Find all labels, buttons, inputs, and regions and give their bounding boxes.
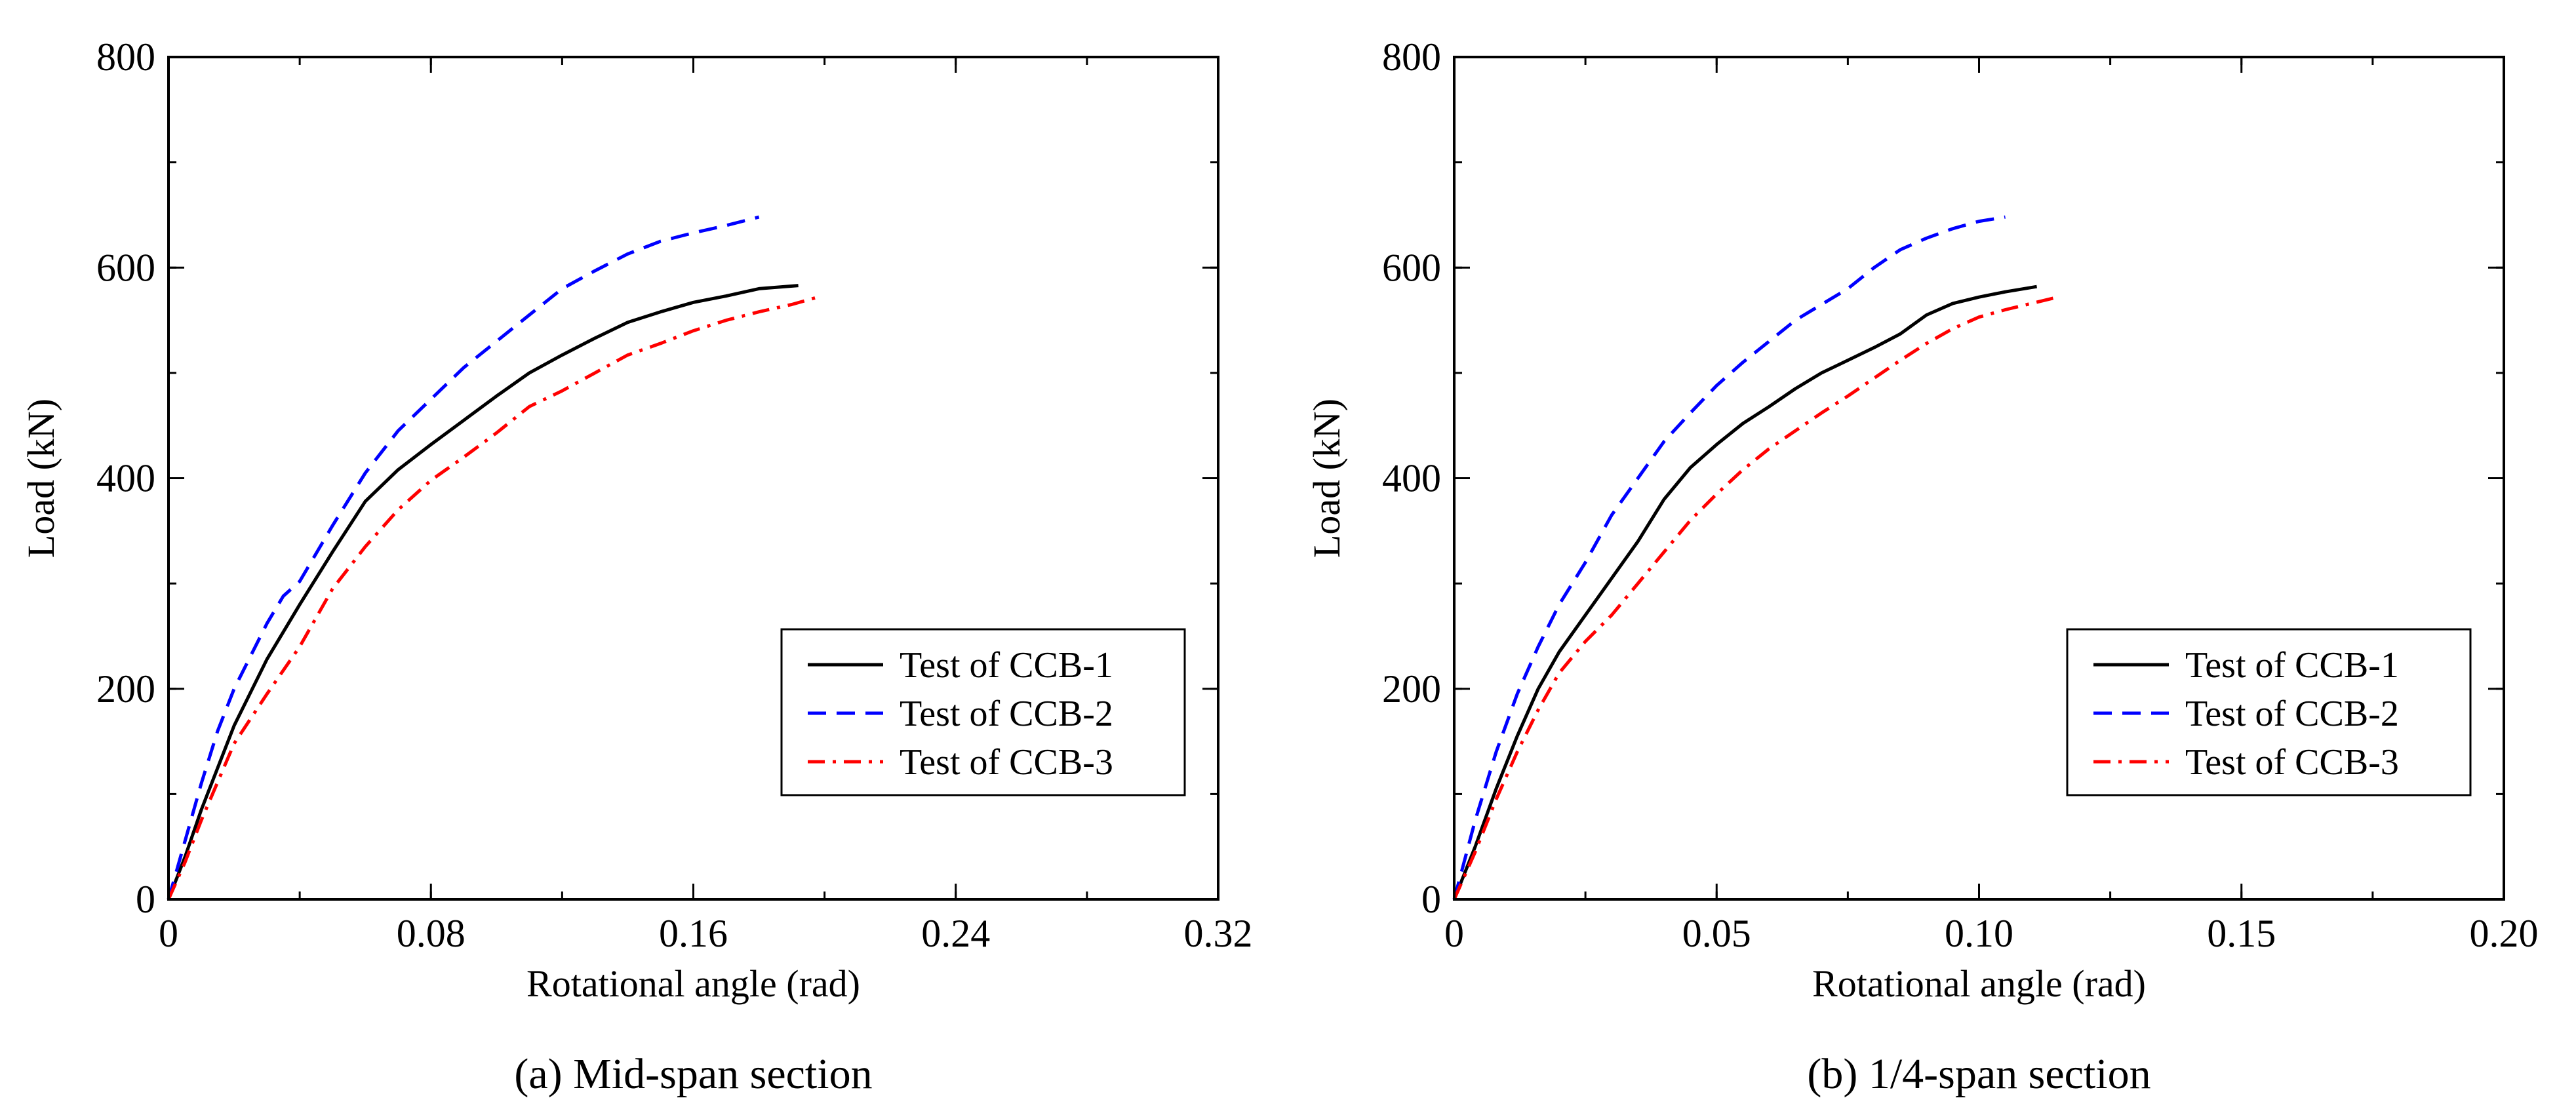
series-line <box>1452 295 2059 901</box>
series-line <box>167 284 799 900</box>
chart-caption: (b) 1/4-span section <box>1807 1050 2150 1098</box>
x-tick-label: 0.10 <box>1945 912 2013 955</box>
series-line <box>167 295 819 901</box>
y-tick-label: 600 <box>96 246 155 289</box>
x-tick-label: 0.24 <box>921 912 990 955</box>
x-tick-label: 0.15 <box>2207 912 2276 955</box>
chart-mid-span: 0 0.08 0.16 0.24 0.32 0 200 400 600 800 Rotational… <box>20 35 1253 1098</box>
x-tick-label: 0.32 <box>1184 912 1253 955</box>
x-axis-title: Rotational angle (rad) <box>1812 962 2146 1005</box>
y-tick-label: 0 <box>136 878 155 921</box>
legend-label: Test of CCB-2 <box>900 694 1113 734</box>
series-line <box>167 215 760 900</box>
plot-frame <box>167 56 1219 901</box>
chart-caption: (a) Mid-span section <box>514 1050 872 1098</box>
y-axis-title: Load (kN) <box>20 399 62 558</box>
plot-frame <box>1453 56 2505 901</box>
x-tick-label: 0.08 <box>397 912 466 955</box>
x-tick-label: 0 <box>1444 912 1464 955</box>
legend-label: Test of CCB-1 <box>2185 645 2399 686</box>
y-tick-label: 200 <box>96 667 155 711</box>
y-axis-title: Load (kN) <box>1305 399 1348 558</box>
x-tick-label: 0.05 <box>1682 912 1751 955</box>
y-tick-label: 800 <box>96 35 155 79</box>
legend-label: Test of CCB-1 <box>900 645 1113 686</box>
legend-label: Test of CCB-3 <box>900 742 1113 783</box>
legend-label: Test of CCB-3 <box>2185 742 2399 783</box>
series-line <box>1452 284 2038 900</box>
chart-quarter-span: 0 0.05 0.10 0.15 0.20 0 200 400 600 800 Rotational… <box>1305 35 2539 1098</box>
y-tick-label: 400 <box>96 457 155 500</box>
x-tick-label: 0.16 <box>659 912 728 955</box>
x-tick-label: 0.20 <box>2470 912 2539 955</box>
series-line <box>1452 215 2006 900</box>
legend-label: Test of CCB-2 <box>2185 694 2399 734</box>
y-tick-label: 200 <box>1382 667 1441 711</box>
y-tick-label: 800 <box>1382 35 1441 79</box>
legend: Test of CCB-1 Test of CCB-2 Test of CCB-3 <box>2066 628 2472 796</box>
legend: Test of CCB-1 Test of CCB-2 Test of CCB-3 <box>780 628 1186 796</box>
y-tick-label: 400 <box>1382 457 1441 500</box>
y-tick-label: 0 <box>1421 878 1441 921</box>
x-axis-title: Rotational angle (rad) <box>526 962 860 1005</box>
x-tick-label: 0 <box>159 912 178 955</box>
y-tick-label: 600 <box>1382 246 1441 289</box>
